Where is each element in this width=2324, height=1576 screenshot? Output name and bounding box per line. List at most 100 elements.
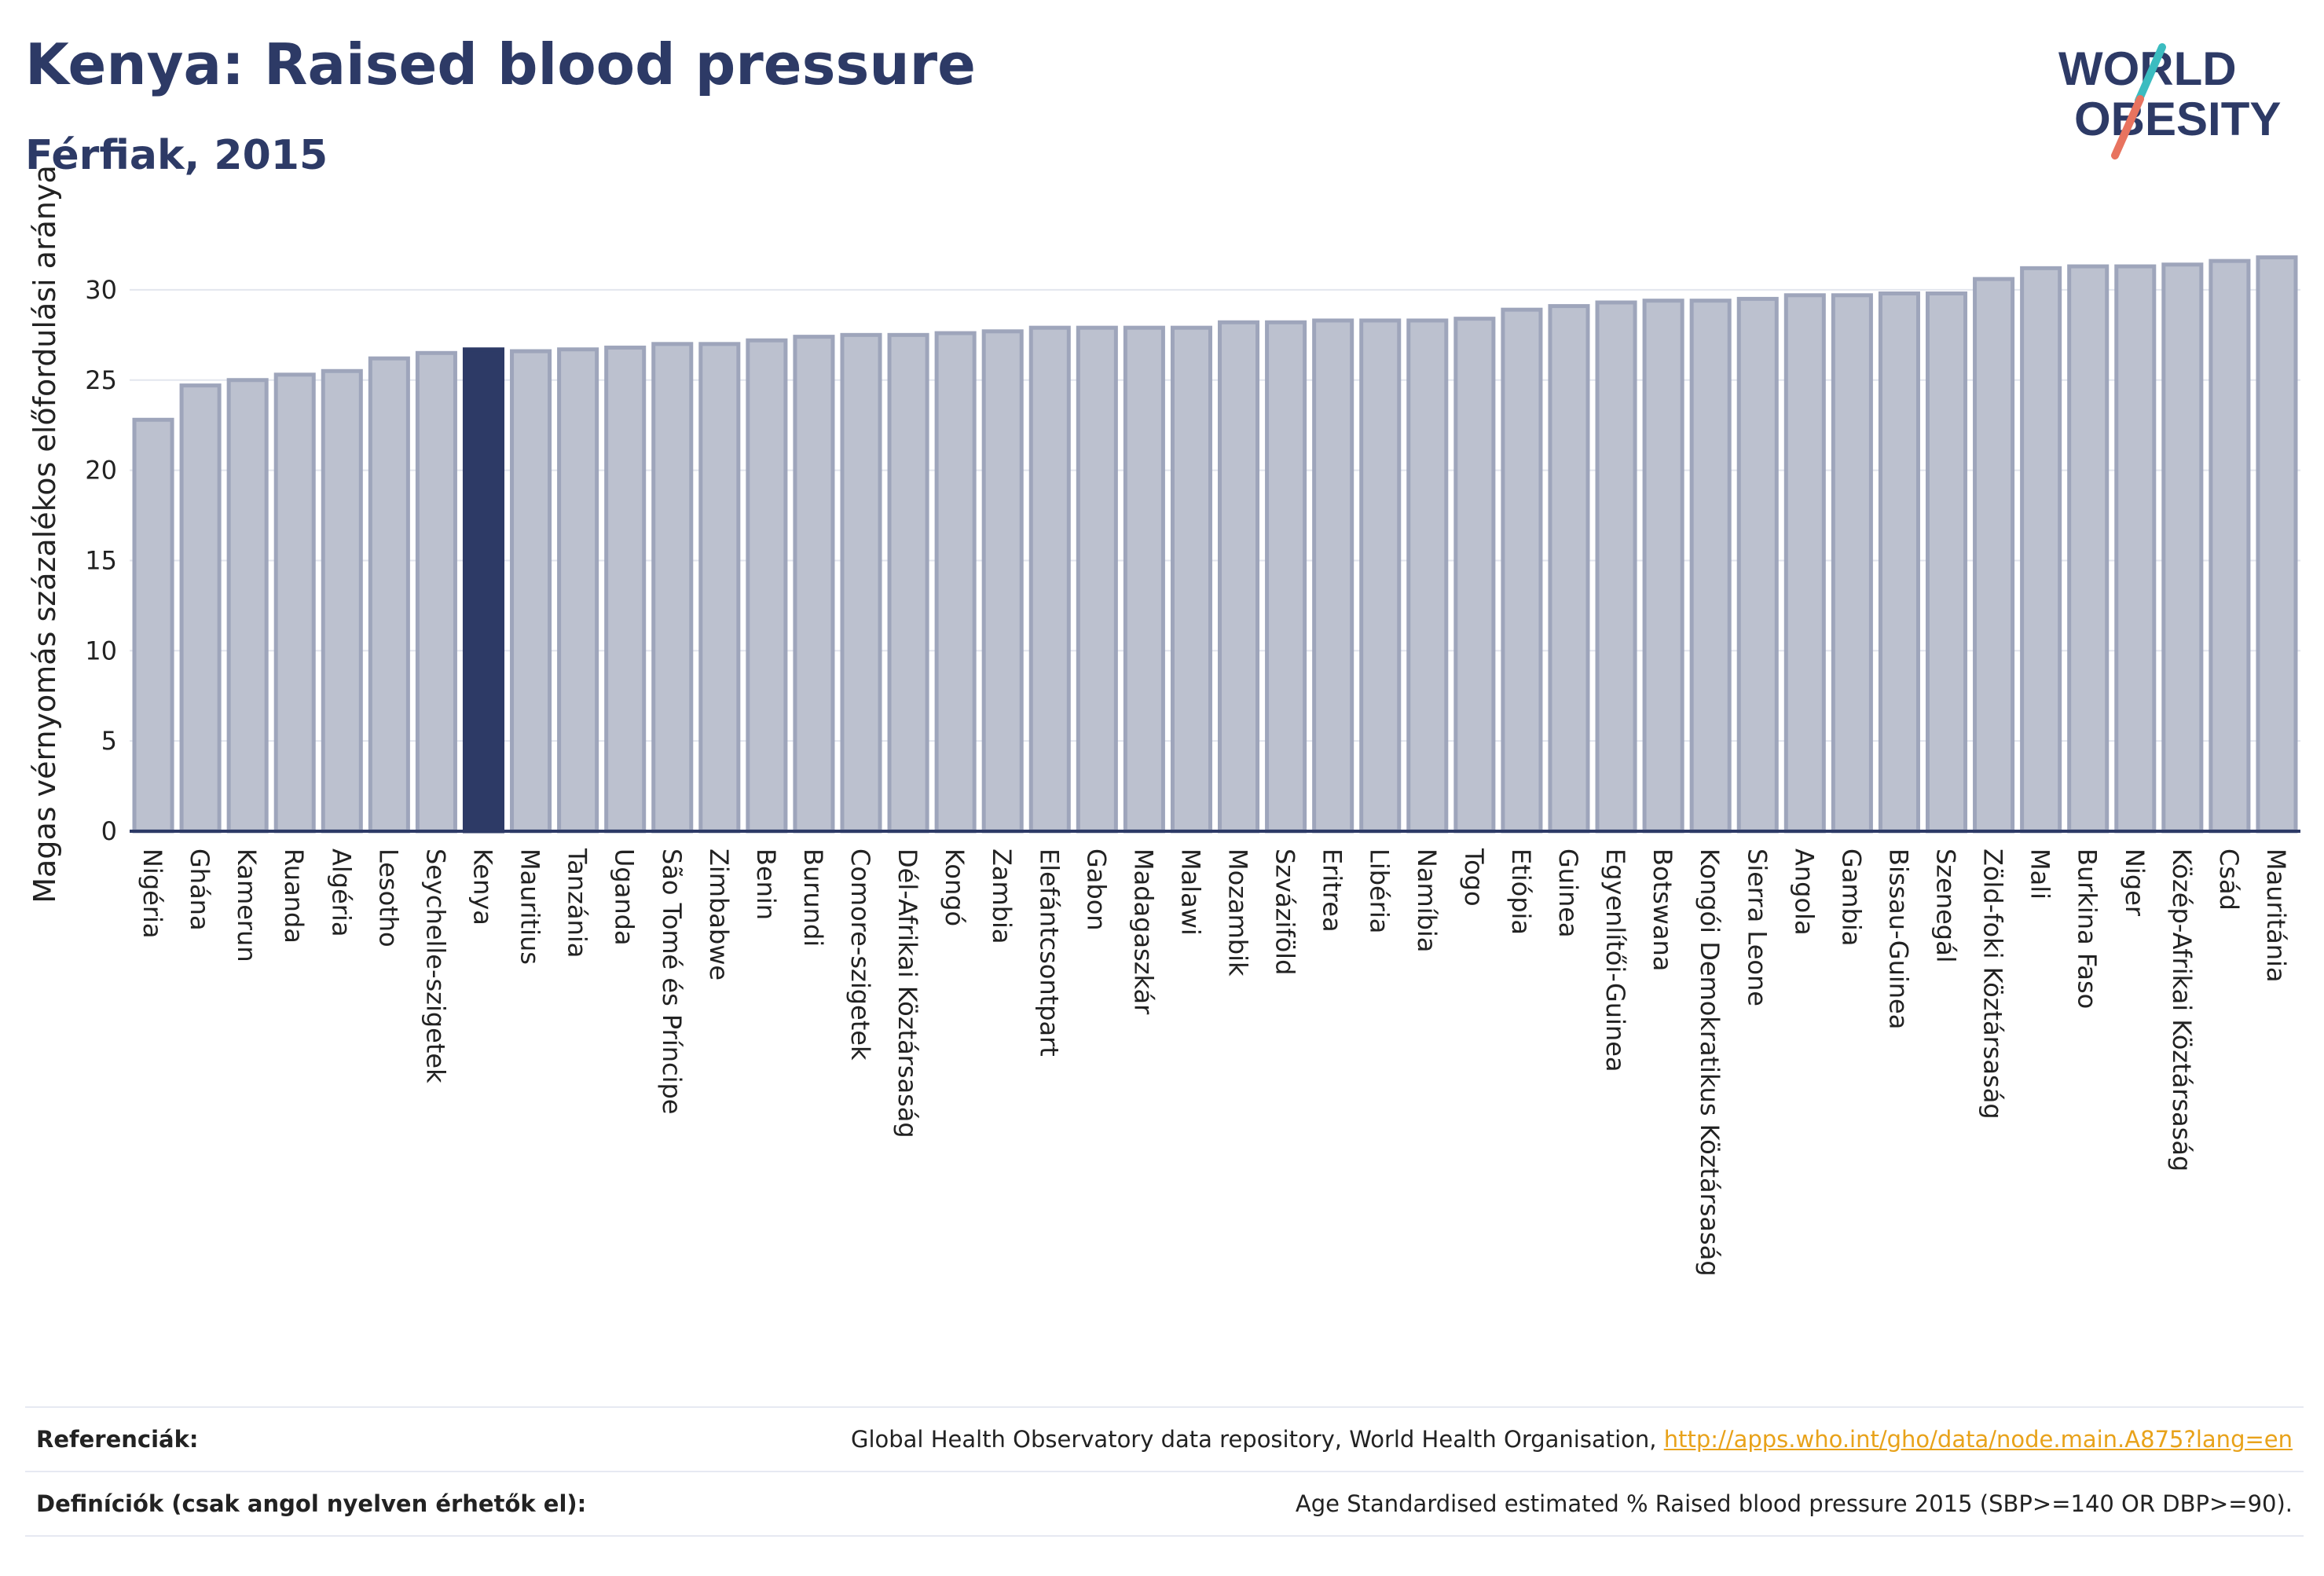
bar [1453, 317, 1496, 834]
chart-title: Kenya: Raised blood pressure [25, 31, 976, 97]
x-tick-label: Gabon [1081, 848, 1111, 931]
references-value: Global Health Observatory data repositor… [851, 1426, 2304, 1453]
x-tick-label: Bissau-Guinea [1883, 848, 1913, 1029]
bar [2114, 264, 2157, 834]
bar [1642, 299, 1684, 834]
references-row: Referenciák: Global Health Observatory d… [25, 1406, 2304, 1471]
x-tick-label: Burkina Faso [2073, 848, 2102, 1009]
x-tick-label: Nigéria [137, 848, 167, 938]
bars [132, 255, 2298, 834]
bar [934, 331, 977, 834]
bar [604, 345, 647, 834]
bar [368, 356, 410, 834]
definitions-value: Age Standardised estimated % Raised bloo… [1295, 1490, 2293, 1517]
x-tick-label: São Tomé és Príncipe [657, 848, 687, 1114]
x-tick-label: Ruanda [279, 848, 309, 944]
bar [887, 332, 929, 834]
bar [1076, 325, 1118, 834]
bar [698, 342, 741, 834]
y-tick-label: 30 [85, 275, 117, 305]
bar-chart: 0 5 10 15 20 25 30 Nigéria Ghána Kamerun Ruanda Al… [27, 165, 2300, 1277]
bar [226, 378, 269, 834]
bar [1831, 293, 1873, 834]
x-tick-label: Algéria [326, 848, 356, 936]
logo-slash-coral [2111, 95, 2144, 159]
x-tick-label: Burundi [798, 848, 828, 947]
x-tick-label: Botswana [1648, 848, 1677, 971]
bar [1925, 291, 1968, 834]
x-tick-label: Tanzánia [563, 848, 592, 958]
x-tick-label: Malawi [1175, 848, 1205, 936]
x-tick-label: Seychelle-szigetek [420, 848, 450, 1083]
bar [2209, 258, 2251, 834]
y-tick-label: 20 [85, 456, 117, 486]
references-text: Global Health Observatory data repositor… [850, 1426, 1664, 1453]
y-tick-label: 10 [85, 636, 117, 665]
y-tick-labels: 0 5 10 15 20 25 30 [85, 275, 117, 846]
y-tick-label: 15 [85, 545, 117, 575]
references-label: Referenciák: [36, 1426, 199, 1453]
bar [746, 338, 788, 834]
x-tick-label: Namíbia [1412, 848, 1442, 952]
x-tick-labels: Nigéria Ghána Kamerun Ruanda Algéria Lesotho S… [137, 848, 2291, 1277]
x-tick-label: Szenegál [1931, 848, 1961, 963]
x-tick-label: Mali [2025, 848, 2055, 900]
x-tick-label: Szváziföld [1270, 848, 1300, 975]
y-tick-label: 25 [85, 365, 117, 395]
definitions-label: Definíciók (csak angol nyelven érhetők e… [36, 1490, 587, 1517]
x-tick-label: Etiópia [1506, 848, 1536, 935]
bar [510, 349, 552, 834]
x-tick-label: Kenya [467, 848, 497, 925]
bar [2020, 266, 2062, 834]
bar [132, 417, 174, 834]
bar [1501, 307, 1543, 834]
y-tick-label: 0 [101, 816, 117, 846]
x-tick-label: Togo [1459, 848, 1489, 907]
x-tick-label: Libéria [1365, 848, 1395, 933]
bar [1783, 293, 1826, 834]
logo-word-obesity: OBESITY [2074, 93, 2281, 145]
bar [321, 368, 363, 834]
x-tick-label: Kongói Demokratikus Köztársaság [1695, 848, 1725, 1277]
references-table: Referenciák: Global Health Observatory d… [25, 1406, 2304, 1537]
x-tick-label: Angola [1789, 848, 1819, 936]
bar [1406, 318, 1449, 834]
x-tick-label: Niger [2120, 848, 2150, 917]
x-tick-label: Madagaszkár [1128, 848, 1158, 1015]
bar [557, 347, 599, 834]
bar [981, 329, 1024, 834]
bar [2161, 262, 2204, 834]
bar [1218, 320, 1260, 834]
bar [1973, 277, 2015, 834]
x-tick-label: Benin [751, 848, 781, 920]
world-obesity-logo: WORLD OBESITY [2058, 42, 2281, 159]
x-tick-label: Kamerun [232, 848, 262, 962]
bar [1548, 304, 1590, 834]
bar [1028, 325, 1071, 834]
x-tick-label: Lesotho [373, 848, 403, 947]
bar [651, 342, 694, 834]
bar [2067, 264, 2110, 834]
definitions-row: Definíciók (csak angol nyelven érhetők e… [25, 1471, 2304, 1537]
x-tick-label: Eritrea [1318, 848, 1347, 933]
bar [840, 332, 882, 834]
x-tick-label: Zimbabwe [704, 848, 734, 980]
references-link[interactable]: http://apps.who.int/gho/data/node.main.A… [1663, 1426, 2293, 1453]
x-tick-label: Kongó [940, 848, 970, 926]
bar [1359, 318, 1402, 834]
x-tick-label: Zöld-foki Köztársaság [1978, 848, 2008, 1120]
bar [415, 350, 457, 834]
bar [1595, 300, 1637, 834]
bar [273, 372, 316, 834]
x-tick-label: Dél-Afrikai Köztársaság [893, 848, 922, 1138]
bar [793, 335, 835, 834]
x-tick-label: Elefántcsontpart [1034, 848, 1064, 1057]
x-tick-label: Sierra Leone [1742, 848, 1772, 1006]
x-tick-label: Csád [2214, 848, 2244, 911]
logo-slash-teal [2135, 43, 2166, 104]
x-tick-label: Mauritánia [2261, 848, 2291, 982]
x-tick-label: Közép-Afrikai Köztársaság [2167, 848, 2197, 1171]
bar [1736, 296, 1779, 834]
bar [1123, 325, 1165, 834]
x-tick-label: Uganda [610, 848, 640, 946]
